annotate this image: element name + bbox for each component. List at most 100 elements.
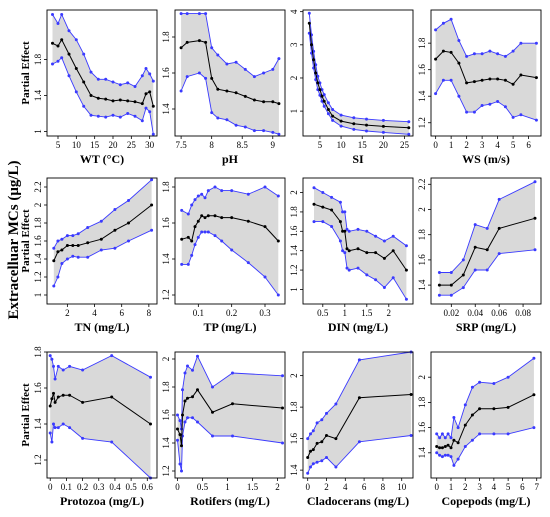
upper-bound-point [104,77,108,81]
lower-bound-point [50,440,54,444]
x-tick-label: 25 [400,140,410,150]
lower-bound-point [321,220,325,224]
y-tick-label: 1.4 [33,418,43,430]
fit-point [321,205,325,209]
y-tick-label: 1.8 [289,206,299,218]
x-tick-label: 0.2 [226,308,237,318]
x-tick-label: 2 [275,482,280,492]
upper-bound-point [485,226,489,230]
fit-point [503,78,507,82]
lower-bound-point [496,100,500,103]
upper-bound-point [356,227,360,231]
upper-bound-point [306,437,310,441]
upper-bound-point [140,74,144,78]
upper-bound-point [449,436,453,440]
upper-bound-point [51,13,54,16]
upper-bound-point [311,429,315,433]
fit-point [511,82,515,86]
fit-point [148,90,152,94]
lower-bound-point [532,426,536,430]
x-tick-label: 4 [343,482,348,492]
y-tick-label: 2 [417,375,427,380]
upper-bound-point [446,432,450,436]
lower-bound-point [381,130,385,134]
x-axis-label: WT (°C) [80,152,124,166]
y-tick-label: 1 [33,129,43,134]
lower-bound-point [311,462,315,466]
fit-point [96,96,100,100]
fit-point [534,76,538,80]
upper-bound-point [343,210,347,214]
fit-line [181,215,279,243]
fit-point [180,237,184,241]
lower-bound-point [56,275,60,279]
upper-bound-point [96,77,100,81]
fit-point [492,407,496,411]
upper-bound-point [127,199,130,202]
lower-bound-point [382,286,386,289]
fit-point [225,89,229,93]
lower-bound-point [441,78,445,82]
upper-bound-point [352,116,356,120]
confidence-band [314,187,407,300]
plot-frame [46,351,158,479]
y-tick-label: 1.4 [33,89,43,101]
x-tick-label: 6 [526,140,531,150]
confidence-band [50,355,151,478]
upper-bound-point [277,57,281,61]
lower-bound-point [204,76,208,80]
fit-point [281,406,284,410]
upper-bound-point [307,11,311,15]
fit-point [434,57,438,61]
fit-point [196,388,199,392]
y-tick-label: 1.4 [417,279,427,291]
fit-point [307,21,311,25]
fit-point [263,225,267,229]
plot-frame [302,177,414,305]
x-axis-label: Copepods (mg/L) [441,494,530,508]
upper-bound-point [404,244,408,248]
upper-bound-point [193,198,197,202]
x-tick-label: 6 [119,308,124,318]
fit-point [452,438,456,442]
upper-bound-point [246,192,250,196]
fit-point [151,104,155,108]
lower-bound-point [322,104,326,108]
lower-bound-point [180,262,184,266]
lower-bound-point [352,127,356,131]
x-tick-label: 10 [72,140,82,150]
upper-bound-point [381,118,385,122]
upper-bound-point [443,436,447,440]
fit-point [519,73,523,77]
lower-bound-point [271,130,275,134]
lower-bound-point [151,132,155,136]
fit-point [140,102,144,106]
upper-bound-point [334,402,338,406]
lower-bound-point [60,56,64,60]
fit-point [533,216,537,220]
lower-bound-point [309,465,312,469]
upper-bound-point [440,432,444,436]
x-tick-label: 1 [449,482,454,492]
fit-point [470,413,474,417]
upper-bound-point [220,189,224,193]
fit-point [48,404,52,408]
fit-point [56,250,60,254]
lower-bound-point [365,273,369,277]
upper-bound-point [230,189,234,193]
lower-bound-point [176,438,179,442]
lower-bound-point [407,132,411,136]
upper-bound-point [113,208,117,211]
upper-bound-point [191,368,194,372]
y-tick-label: 2 [289,373,299,378]
upper-bound-point [225,62,229,66]
upper-bound-point [435,432,439,436]
x-tick-label: 15 [90,140,100,150]
y-tick-label: 2 [289,190,299,195]
y-tick-label: 1.2 [289,264,299,275]
upper-bound-point [338,200,342,204]
x-tick-label: 6 [362,482,367,492]
upper-bound-point [151,79,155,83]
fit-point [382,256,386,260]
upper-bound-point [320,418,324,422]
